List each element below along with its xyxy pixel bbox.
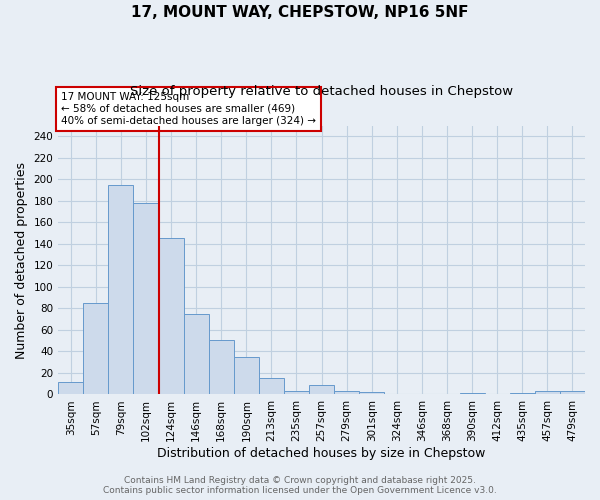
- Bar: [334, 391, 359, 394]
- Bar: [284, 391, 309, 394]
- Bar: [535, 391, 560, 394]
- Bar: [133, 203, 158, 394]
- Bar: [209, 340, 234, 394]
- Bar: [259, 378, 284, 394]
- Text: Contains HM Land Registry data © Crown copyright and database right 2025.
Contai: Contains HM Land Registry data © Crown c…: [103, 476, 497, 495]
- Bar: [309, 385, 334, 394]
- X-axis label: Distribution of detached houses by size in Chepstow: Distribution of detached houses by size …: [157, 447, 486, 460]
- Text: 17, MOUNT WAY, CHEPSTOW, NP16 5NF: 17, MOUNT WAY, CHEPSTOW, NP16 5NF: [131, 5, 469, 20]
- Title: Size of property relative to detached houses in Chepstow: Size of property relative to detached ho…: [130, 85, 513, 98]
- Bar: [359, 392, 385, 394]
- Bar: [234, 357, 259, 395]
- Text: 17 MOUNT WAY: 125sqm
← 58% of detached houses are smaller (469)
40% of semi-deta: 17 MOUNT WAY: 125sqm ← 58% of detached h…: [61, 92, 316, 126]
- Bar: [184, 314, 209, 394]
- Bar: [58, 382, 83, 394]
- Bar: [83, 303, 109, 394]
- Bar: [109, 184, 133, 394]
- Bar: [560, 391, 585, 394]
- Y-axis label: Number of detached properties: Number of detached properties: [15, 162, 28, 358]
- Bar: [158, 238, 184, 394]
